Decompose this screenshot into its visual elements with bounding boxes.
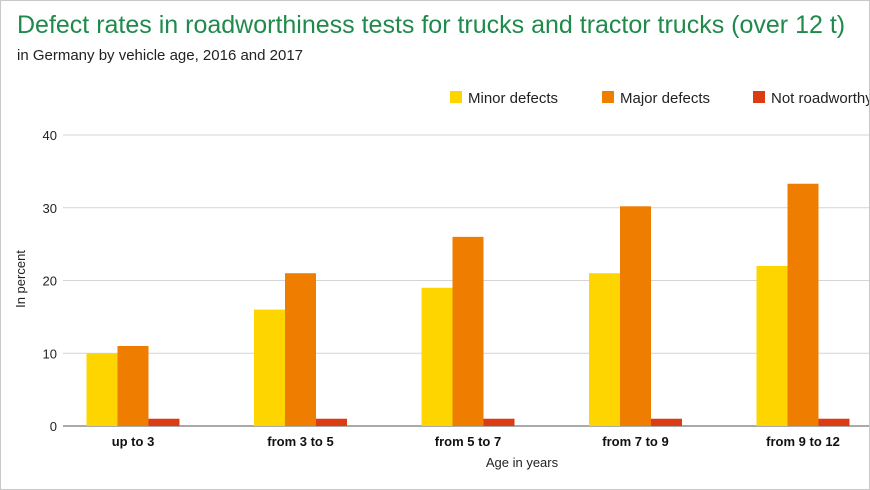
y-tick-label: 30	[43, 201, 57, 216]
bar	[86, 353, 118, 426]
bar	[787, 183, 819, 426]
legend: Minor defects Major defects Not roadworthy	[450, 90, 869, 107]
bar	[818, 418, 850, 426]
bar	[254, 309, 285, 426]
y-tick-label: 20	[43, 274, 57, 289]
bar	[483, 418, 515, 426]
bar	[651, 418, 682, 426]
chart-title: Defect rates in roadworthiness tests for…	[17, 11, 846, 39]
bar	[421, 287, 453, 426]
legend-swatch	[602, 91, 614, 103]
y-tick-labels: 0 10 20 30 40	[43, 128, 57, 434]
x-category-label: from 3 to 5	[267, 434, 333, 449]
chart-subtitle: in Germany by vehicle age, 2016 and 2017	[17, 47, 304, 64]
legend-swatch	[753, 91, 765, 103]
legend-label: Major defects	[620, 90, 710, 107]
bar	[117, 345, 149, 426]
y-tick-label: 40	[43, 128, 57, 143]
bar	[756, 265, 788, 426]
bar	[589, 273, 620, 426]
x-category-label: from 7 to 9	[602, 434, 668, 449]
y-tick-label: 0	[50, 419, 57, 434]
legend-label: Minor defects	[468, 90, 558, 107]
x-category-label: up to 3	[112, 434, 155, 449]
y-tick-label: 10	[43, 346, 57, 361]
legend-label: Not roadworthy	[771, 90, 869, 107]
y-axis-label: In percent	[13, 250, 28, 308]
x-axis-label: Age in years	[486, 455, 559, 470]
bar	[285, 273, 316, 426]
legend-swatch	[450, 91, 462, 103]
bar	[316, 418, 347, 426]
bar	[452, 236, 484, 426]
bars	[86, 183, 850, 426]
bar	[148, 418, 180, 426]
x-category-label: from 9 to 12	[766, 434, 840, 449]
x-category-label: from 5 to 7	[435, 434, 501, 449]
x-category-labels: up to 3 from 3 to 5 from 5 to 7 from 7 to 9…	[112, 434, 840, 449]
bar	[620, 206, 651, 426]
